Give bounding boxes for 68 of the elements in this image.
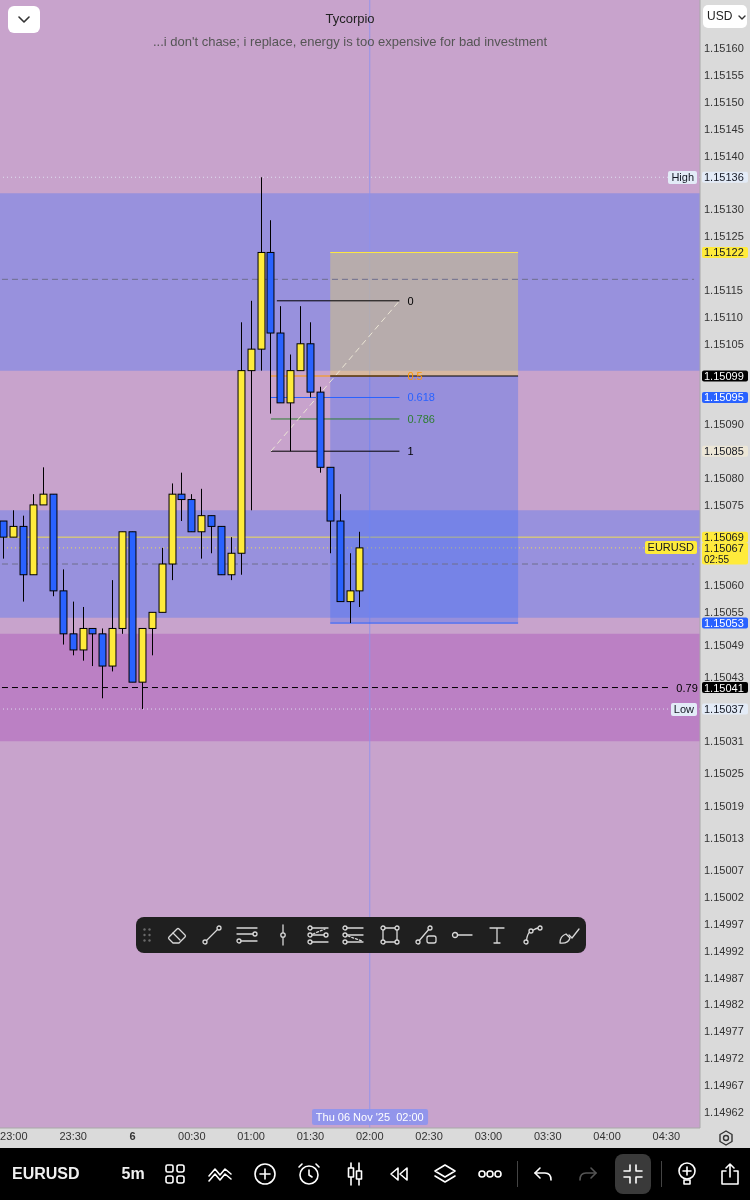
y-tick-label: 1.15002 bbox=[704, 891, 744, 904]
y-tick-label: 1.15125 bbox=[704, 230, 744, 243]
y-tick-label: 1.15110 bbox=[704, 310, 743, 323]
y-tick-label: 1.15130 bbox=[704, 203, 744, 216]
ref-line-label: Low bbox=[670, 702, 697, 716]
y-tick-label: 1.15055 bbox=[704, 606, 744, 619]
y-tick-label: 1.15053 bbox=[704, 617, 744, 630]
bottom-toolbar: EURUSD 5m bbox=[0, 1148, 750, 1200]
y-tick-label: 1.15095 bbox=[704, 391, 744, 404]
x-tick-label: 01:00 bbox=[237, 1129, 265, 1142]
series-label: 0.618 bbox=[407, 391, 435, 404]
y-tick-label: 1.14987 bbox=[704, 971, 744, 984]
y-tick-label: 1.15069 bbox=[704, 531, 744, 544]
y-tick-label: 1.15037 bbox=[704, 703, 744, 716]
series-label: 0 bbox=[407, 294, 414, 307]
y-tick-label: 1.15060 bbox=[704, 579, 744, 592]
y-tick-label: 1.15160 bbox=[704, 42, 744, 55]
text: ...i don't chase; i replace, energy is too expensive for bad investment bbox=[151, 34, 549, 50]
y-tick-label: 1.15136 bbox=[704, 171, 744, 184]
y-tick-label: 1.15031 bbox=[704, 735, 744, 748]
ref-line-label: EURUSD bbox=[644, 541, 697, 555]
y-tick-label: 1.15043 bbox=[704, 670, 744, 683]
y-tick-label: 1.15075 bbox=[704, 498, 744, 511]
x-tick-label: 02:00 bbox=[356, 1129, 384, 1142]
y-tick-label: 1.15155 bbox=[704, 69, 744, 82]
x-tick-label: 03:00 bbox=[474, 1129, 503, 1142]
y-tick-label: 1.15115 bbox=[704, 284, 743, 297]
x-tick-label: 04:00 bbox=[593, 1129, 621, 1142]
y-tick-label: 1.15049 bbox=[704, 638, 744, 651]
y-tick-label: 1.15099 bbox=[704, 370, 744, 382]
series-label: 0.786 bbox=[407, 412, 435, 425]
y-tick-label: 1.15013 bbox=[704, 831, 744, 844]
y-tick-label: 1.15025 bbox=[704, 767, 744, 780]
x-tick-label: 23:00 bbox=[0, 1129, 28, 1142]
x-tick-label: 6 bbox=[129, 1129, 136, 1142]
x-tick-label: 02:30 bbox=[415, 1129, 443, 1142]
y-tick-label: 1.15090 bbox=[704, 418, 744, 431]
y-tick-label: 1.14977 bbox=[704, 1025, 744, 1038]
y-tick-label: 1.15007 bbox=[704, 864, 744, 877]
x-tick-label: 01:30 bbox=[296, 1129, 325, 1142]
y-axis-title: USD bbox=[703, 5, 747, 28]
x-tick-label: 03:30 bbox=[533, 1129, 562, 1142]
y-tick-label: 1.15150 bbox=[704, 96, 744, 109]
x-tick-label: 04:30 bbox=[652, 1129, 681, 1142]
ref-line-label: High bbox=[668, 170, 697, 184]
y-tick-label: 1.14997 bbox=[704, 917, 744, 930]
y-tick-label: 1.14972 bbox=[704, 1052, 744, 1065]
text: Tycorpio bbox=[324, 11, 376, 27]
x-tick-label: 00:30 bbox=[178, 1129, 206, 1142]
y-tick-label: 1.15140 bbox=[704, 149, 744, 162]
y-tick-label: 1.14992 bbox=[704, 944, 744, 957]
y-tick-label: 1.14982 bbox=[704, 998, 744, 1011]
text: 02:55 bbox=[704, 553, 730, 565]
y-tick-label: 1.15080 bbox=[704, 472, 744, 485]
y-tick-label: 1.15105 bbox=[704, 337, 744, 350]
x-tick-label: 23:30 bbox=[59, 1129, 87, 1142]
y-tick-label: 1.15019 bbox=[704, 799, 744, 812]
ref-line-label: Thu 06 Nov '25 02:00 bbox=[311, 1109, 428, 1125]
y-tick-label: 1.14967 bbox=[704, 1079, 744, 1092]
legend-label: 0.79 bbox=[676, 681, 698, 694]
y-tick-label: 1.15145 bbox=[704, 122, 744, 135]
y-tick-label: 1.14962 bbox=[704, 1105, 744, 1118]
y-tick-label: 1.15085 bbox=[704, 445, 744, 458]
series-label: 1 bbox=[407, 445, 414, 458]
series-label: 0.5 bbox=[407, 370, 423, 382]
y-tick-label: 1.15122 bbox=[704, 246, 744, 259]
y-tick-label: 1.15041 bbox=[704, 681, 744, 694]
y-tick-label: 1.15067 bbox=[704, 541, 744, 554]
